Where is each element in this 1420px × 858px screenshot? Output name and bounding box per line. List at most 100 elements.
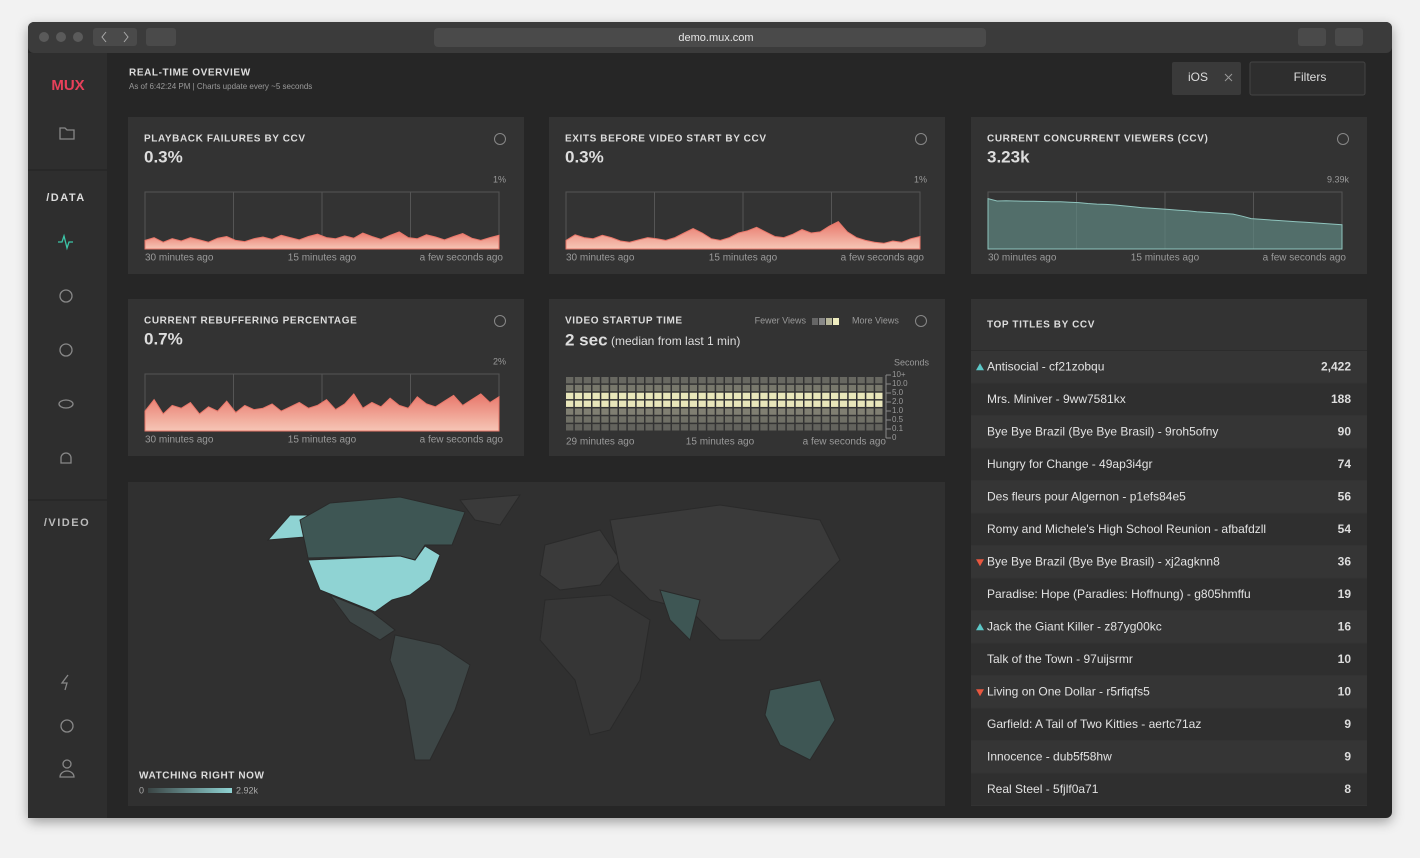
- info-icon[interactable]: [494, 133, 506, 145]
- info-icon[interactable]: [1337, 133, 1349, 145]
- integrations-icon[interactable]: [60, 674, 69, 691]
- heat-cell: [654, 400, 662, 407]
- heat-cell: [786, 392, 795, 400]
- address-bar[interactable]: [434, 28, 986, 47]
- title-row[interactable]: [971, 546, 1367, 578]
- heat-cell: [839, 377, 848, 384]
- title-count: 10: [1338, 652, 1352, 666]
- nav-video[interactable]: /VIDEO: [44, 517, 90, 529]
- title-row[interactable]: [971, 708, 1367, 741]
- heat-cell: [610, 408, 618, 415]
- europe: [539, 529, 621, 591]
- heat-cell: [751, 400, 759, 407]
- heat-cell: [857, 384, 865, 392]
- nav-buttons[interactable]: [93, 28, 137, 46]
- title-row[interactable]: [971, 416, 1367, 448]
- heat-cell: [839, 416, 848, 423]
- title-row[interactable]: [971, 448, 1367, 481]
- heat-cell: [875, 392, 883, 400]
- heat-cell: [663, 424, 671, 431]
- heat-cell: [822, 416, 830, 423]
- y-tick-label: 9.39k: [1327, 174, 1350, 184]
- metrics-icon[interactable]: [59, 289, 73, 303]
- logo[interactable]: MUX: [51, 77, 84, 94]
- heat-cell: [733, 377, 742, 384]
- title-name: Living on One Dollar - r5rfiqfs5: [987, 684, 1150, 698]
- heat-cell: [707, 377, 715, 384]
- filters-button[interactable]: [1249, 61, 1366, 96]
- info-icon[interactable]: [915, 133, 927, 145]
- area: [144, 231, 500, 250]
- title-row[interactable]: [971, 611, 1367, 643]
- heat-cell: [698, 384, 706, 392]
- heat-cell: [583, 377, 591, 384]
- folder-icon[interactable]: [59, 127, 75, 140]
- heat-cell: [857, 408, 865, 415]
- legend-swatch: [833, 318, 839, 325]
- title-row[interactable]: [971, 643, 1367, 676]
- heat-cell: [813, 384, 821, 392]
- settings-icon[interactable]: [60, 719, 74, 733]
- heat-cell: [672, 392, 680, 400]
- australia: [764, 679, 836, 761]
- heat-cell: [839, 408, 848, 415]
- title-row[interactable]: [971, 741, 1367, 773]
- heat-cell: [689, 384, 697, 392]
- title-row[interactable]: [971, 773, 1367, 806]
- heat-cell: [866, 408, 874, 415]
- heat-cell: [839, 384, 848, 392]
- title-row[interactable]: [971, 513, 1367, 546]
- tabs-button[interactable]: [1335, 28, 1363, 46]
- heat-cell: [769, 400, 777, 407]
- info-icon[interactable]: [915, 315, 927, 327]
- x-label: a few seconds ago: [803, 437, 887, 448]
- share-button[interactable]: [1298, 28, 1326, 46]
- heat-cell: [742, 384, 750, 392]
- realtime-icon[interactable]: [58, 233, 73, 251]
- heat-cell: [698, 416, 706, 423]
- alerts-icon[interactable]: [60, 452, 72, 464]
- heat-cell: [795, 377, 803, 384]
- y-label: 0.1: [892, 424, 904, 433]
- heat-cell: [831, 392, 839, 400]
- heat-cell: [866, 392, 874, 400]
- heat-cell: [645, 392, 653, 400]
- heat-cell: [804, 408, 812, 415]
- panel-title: VIDEO STARTUP TIME: [565, 316, 683, 327]
- heat-cell: [769, 416, 777, 423]
- filter-remove[interactable]: [1224, 73, 1233, 82]
- heat-cell: [813, 424, 821, 431]
- filter-chip[interactable]: [1172, 62, 1241, 95]
- errors-icon[interactable]: [59, 343, 73, 357]
- heat-cell: [795, 408, 803, 415]
- heat-cell: [778, 400, 786, 407]
- heat-cell: [778, 392, 786, 400]
- title-row[interactable]: [971, 676, 1367, 708]
- heat-cell: [672, 400, 680, 407]
- sidebar-toggle[interactable]: [146, 28, 176, 46]
- heat-cell: [831, 408, 839, 415]
- map-panel: WATCHING RIGHT NOW 0 2.92k: [128, 482, 945, 806]
- title-row[interactable]: [971, 481, 1367, 513]
- account-icon[interactable]: [59, 759, 75, 778]
- views-icon[interactable]: [58, 399, 74, 409]
- heat-cell: [698, 392, 706, 400]
- y-label: 10+: [892, 370, 906, 379]
- info-icon[interactable]: [494, 315, 506, 327]
- y-tick-label: 2%: [493, 356, 506, 366]
- heat-cell: [875, 384, 883, 392]
- title-name: Des fleurs pour Algernon - p1efs84e5: [987, 489, 1186, 503]
- heat-cell: [636, 408, 644, 415]
- zoom-button[interactable]: [73, 32, 83, 42]
- close-button[interactable]: [39, 32, 49, 42]
- title-row[interactable]: [971, 351, 1367, 383]
- minimize-button[interactable]: [56, 32, 66, 42]
- nav-data[interactable]: /DATA: [46, 192, 85, 204]
- heat-cell: [707, 384, 715, 392]
- title-row[interactable]: [971, 578, 1367, 611]
- title-row[interactable]: [971, 383, 1367, 416]
- heat-cell: [663, 392, 671, 400]
- heat-cell: [875, 408, 883, 415]
- heat-cell: [769, 377, 777, 384]
- axis-label: Seconds: [894, 357, 930, 367]
